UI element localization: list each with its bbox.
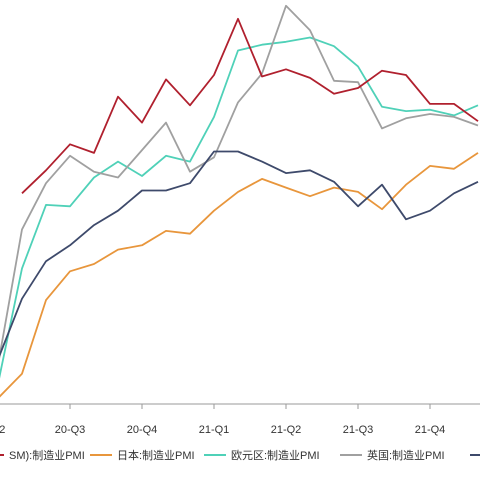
series-line-4 xyxy=(0,150,479,357)
x-tick-label: 21-Q2 xyxy=(271,424,302,436)
x-tick-label: 21-Q3 xyxy=(343,424,374,436)
series-line-1 xyxy=(0,152,479,398)
legend-item: 英国:制造业PMI xyxy=(340,448,445,462)
series-line-2 xyxy=(0,36,479,379)
x-tick-label: 21-Q4 xyxy=(415,424,446,436)
legend-item: SM):制造业PMI xyxy=(0,448,85,462)
x-tick-label: 20-Q3 xyxy=(55,424,86,436)
legend-item: 日本:制造业PMI xyxy=(90,448,195,462)
series-layer xyxy=(0,4,479,398)
series-line-3 xyxy=(0,4,479,359)
series-line-0 xyxy=(21,17,479,194)
legend-label: 欧元区:制造业PMI xyxy=(231,448,320,462)
x-tick-label: 20-Q4 xyxy=(127,424,158,436)
legend-label: 日本:制造业PMI xyxy=(117,448,195,462)
legend-label: 英国:制造业PMI xyxy=(367,448,445,462)
legend-label: SM):制造业PMI xyxy=(9,448,85,462)
x-tick-label: Q2 xyxy=(0,424,5,436)
legend-item: 欧元区:制造业PMI xyxy=(204,448,320,462)
legend: SM):制造业PMI 日本:制造业PMI 欧元区:制造业PMI 英国:制造业PMI xyxy=(0,448,480,462)
x-tick-label: 21-Q1 xyxy=(199,424,230,436)
x-axis-ticks: Q2 20-Q3 20-Q4 21-Q1 21-Q2 21-Q3 21-Q4 xyxy=(0,404,445,436)
